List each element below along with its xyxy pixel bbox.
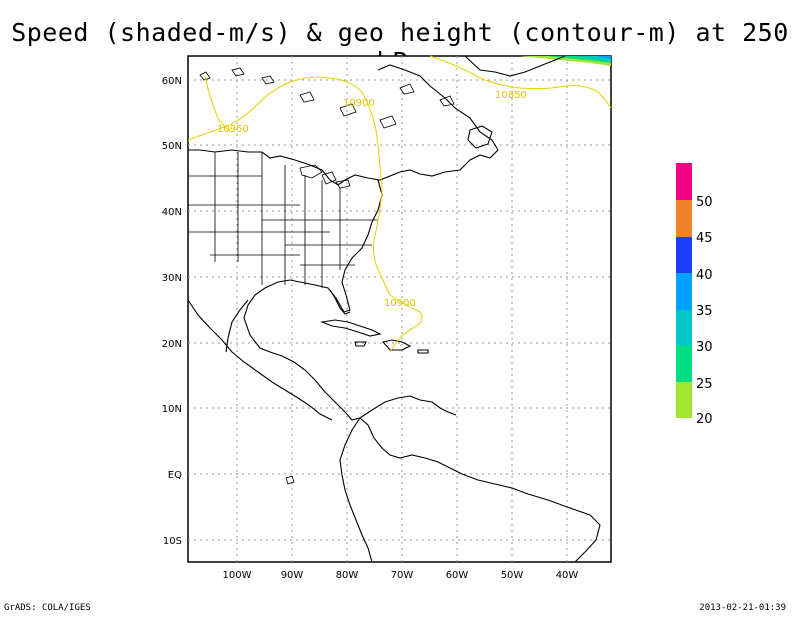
lon-label-40w: 40W: [556, 570, 579, 581]
colorbar-swatch-25: [676, 346, 692, 382]
lon-label-90w: 90W: [281, 570, 304, 581]
lon-label-50w: 50W: [501, 570, 524, 581]
contour-label-10900-north: 10900: [343, 98, 375, 109]
colorbar-label-30: 30: [696, 340, 713, 355]
colorbar-swatch-30: [676, 310, 692, 346]
state-boundaries: [188, 152, 378, 288]
colorbar-swatch-20: [676, 382, 692, 418]
height-contours: [187, 55, 612, 353]
contour-label-10950: 10950: [217, 124, 249, 135]
lat-label-20n: 20N: [162, 339, 182, 350]
colorbar-label-25: 25: [696, 377, 713, 392]
colorbar-swatch-35: [676, 273, 692, 310]
lat-label-eq: EQ: [168, 470, 182, 481]
lat-label-50n: 50N: [162, 141, 182, 152]
footer-timestamp: 2013-02-21-01:39: [699, 603, 786, 613]
lat-label-10s: 10S: [163, 536, 182, 547]
lon-label-70w: 70W: [391, 570, 414, 581]
lakes-islands: [199, 67, 455, 485]
colorbar-label-50: 50: [696, 195, 713, 210]
lon-label-80w: 80W: [336, 570, 359, 581]
colorbar-label-20: 20: [696, 412, 713, 427]
lat-label-40n: 40N: [162, 207, 182, 218]
grid-lines: [188, 56, 611, 562]
colorbar-label-35: 35: [696, 304, 713, 319]
contour-label-10850: 10850: [495, 90, 527, 101]
coastlines: [187, 55, 601, 563]
plot-frame: [187, 55, 612, 563]
lat-label-30n: 30N: [162, 273, 182, 284]
colorbar-label-45: 45: [696, 231, 713, 246]
lon-label-100w: 100W: [223, 570, 252, 581]
wind-speed-shading: [520, 56, 611, 66]
colorbar-swatch-50: [676, 163, 692, 200]
lon-label-60w: 60W: [446, 570, 469, 581]
colorbar-label-40: 40: [696, 268, 713, 283]
colorbar-swatch-40: [676, 237, 692, 273]
contour-label-10900-south: 10900: [384, 298, 416, 309]
footer-credit: GrADS: COLA/IGES: [4, 603, 91, 613]
lat-label-10n: 10N: [162, 404, 182, 415]
colorbar: 20 25 30 35 40 45 50: [676, 163, 713, 427]
colorbar-swatch-45: [676, 200, 692, 237]
lat-label-60n: 60N: [162, 76, 182, 87]
